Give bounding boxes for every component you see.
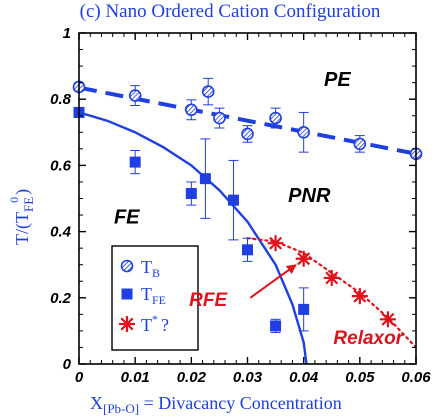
x-tick-label: 0.06 [401,369,431,386]
asterisk-stroke [269,236,283,250]
y-tick-label: 1 [63,25,71,42]
data-point-tstar [323,269,340,286]
x-axis-title-main: X [90,393,103,413]
legend-label-tstar-main: T [141,315,152,335]
data-point-tfe [129,156,141,168]
legend-label-tstar-rest: ? [161,315,169,335]
y-tick-label: 0.8 [50,91,72,108]
x-tick-label: 0.02 [177,369,207,386]
legend: TB TFE T*? [111,245,199,351]
data-point-tstar [295,250,312,267]
data-point-tfe [185,188,197,200]
legend-marker-tstar [119,316,135,332]
data-point-tfe [242,244,253,256]
y-axis-title-sub: FE [21,197,36,212]
legend-label-tstar-sup: * [152,312,158,326]
legend-label-tstar: T*? [141,312,169,335]
y-axis-title-pre: T/(T [12,212,33,245]
y-tick-label: 0.6 [50,157,72,174]
region-label-pe: PE [324,69,351,91]
data-point-tfe [227,194,239,206]
data-points [72,77,423,334]
y-axis-title-sup: 0 [7,197,21,203]
data-point-tstar [379,311,396,328]
data-point-tb [241,127,254,141]
region-label-fe: FE [114,206,140,228]
data-point-tfe [270,320,282,332]
data-point-tstar [267,235,284,252]
x-tick-label: 0.05 [345,369,375,386]
data-point-tfe [298,303,310,315]
data-point-tb [128,89,142,102]
x-tick-label: 0.04 [289,369,319,386]
region-label-pnr: PNR [288,185,331,207]
legend-label-tfe: TFE [141,284,166,307]
asterisk-stroke [353,289,367,303]
annotations: PE PNR FE RFE Relaxor [114,69,405,349]
y-tick-label: 0 [63,356,72,373]
legend-label-tfe-sub: FE [152,293,166,307]
data-point-tb [201,85,215,98]
asterisk-stroke [381,312,395,326]
axes: 0 0.01 0.02 0.03 0.04 0.05 0.06 0 0.2 0.4 0.6 0.8 1 [50,25,431,386]
fit-line-1 [79,111,308,364]
asterisk-stroke [297,252,311,266]
x-tick-label: 0.01 [121,369,150,386]
data-point-tb [269,111,282,125]
legend-label-tfe-main: T [141,284,152,304]
x-tick-label: 0.03 [233,369,263,386]
data-point-tb [213,111,226,125]
legend-marker-tb [120,259,134,273]
asterisk-stroke [325,271,339,285]
chart-title: (c) Nano Ordered Cation Configuration [80,1,381,22]
y-tick-label: 0.2 [50,290,72,307]
region-label-rfe: RFE [189,290,228,311]
legend-label-tb-main: T [141,257,152,277]
x-axis-title-sub: [Pb-O] [103,401,139,416]
x-axis-title: X[Pb-O] = Divacancy Concentration [90,393,342,416]
y-tick-label: 0.4 [50,224,72,241]
rfe-arrow [249,264,297,299]
x-tick-label: 0 [75,369,84,386]
data-point-tfe [199,173,211,185]
data-point-tb [353,137,367,151]
legend-marker-tfe [121,288,133,300]
y-axis-title-post: ) [12,189,33,195]
x-axis-title-rest: = Divacancy Concentration [139,393,342,413]
legend-label-tb: TB [141,257,160,280]
y-axis-title: T/(TFE0) [7,189,36,245]
data-point-tb [297,126,310,139]
data-point-tstar [351,288,368,305]
region-label-relaxor: Relaxor [333,328,404,349]
legend-label-tb-sub: B [152,266,160,280]
data-point-tb [185,103,198,117]
